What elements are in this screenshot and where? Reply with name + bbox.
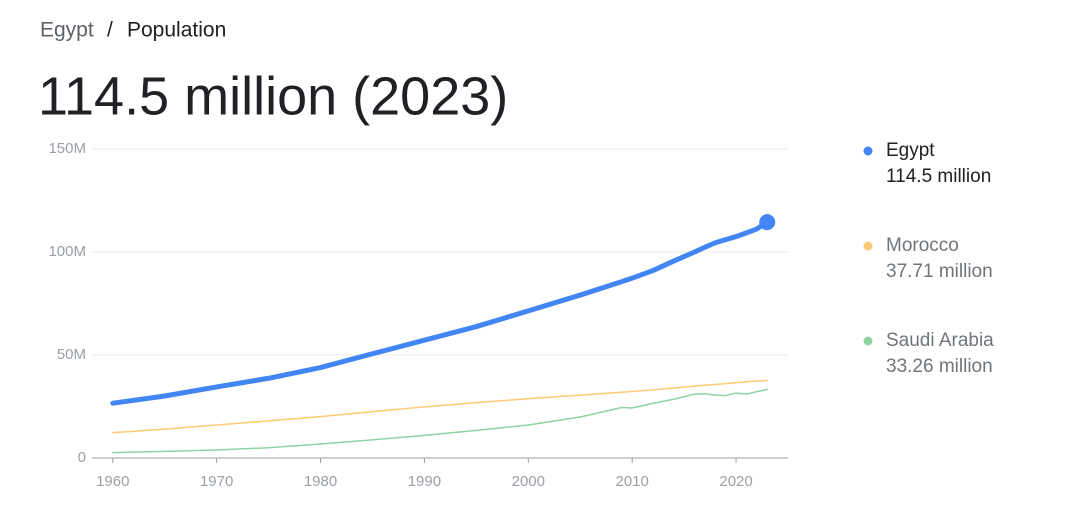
chart-title: 114.5 million (2023) — [38, 66, 508, 126]
x-tick-label: 1980 — [304, 473, 337, 490]
series-line — [112, 388, 768, 454]
breadcrumb-separator: / — [107, 19, 113, 42]
x-tick-label: 1990 — [408, 473, 441, 490]
x-tick-label: 2000 — [512, 473, 545, 490]
legend-name: Egypt — [886, 140, 935, 161]
legend-value: 33.26 million — [886, 356, 993, 377]
x-tick-label: 1960 — [96, 473, 129, 490]
legend-value: 114.5 million — [886, 166, 991, 187]
x-tick-label: 1970 — [200, 473, 233, 490]
legend-value: 37.71 million — [886, 261, 993, 282]
series-line — [112, 379, 768, 434]
y-tick-label: 150M — [48, 140, 86, 157]
breadcrumb-item: Population — [127, 19, 226, 42]
legend-name: Morocco — [886, 235, 959, 256]
breadcrumb-item[interactable]: Egypt — [40, 19, 94, 42]
legend-dot — [863, 241, 873, 251]
x-tick-label: 2020 — [719, 473, 752, 490]
legend-name: Saudi Arabia — [886, 330, 994, 351]
end-marker — [759, 214, 776, 231]
y-tick-label: 100M — [48, 243, 86, 260]
y-tick-label: 0 — [78, 449, 86, 466]
legend-dot — [863, 336, 873, 346]
x-tick-label: 2010 — [615, 473, 648, 490]
y-tick-label: 50M — [57, 346, 86, 363]
series-line — [110, 219, 770, 406]
legend-dot — [863, 146, 873, 156]
